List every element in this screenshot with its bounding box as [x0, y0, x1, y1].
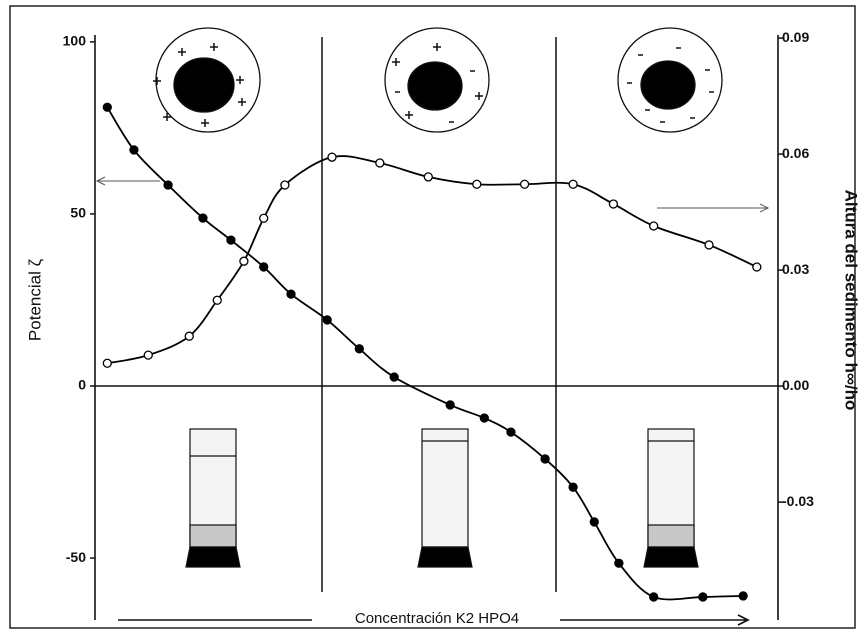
y-axis-label: Potencial ζ: [25, 258, 44, 341]
y-tick-label: 50: [70, 205, 86, 221]
data-point: [103, 103, 111, 111]
data-point: [260, 214, 268, 222]
data-point: [507, 428, 515, 436]
data-point: [355, 345, 363, 353]
data-point: [424, 173, 432, 181]
data-point: [164, 181, 172, 189]
data-point: [609, 200, 617, 208]
data-point: [213, 296, 221, 304]
data-point: [323, 316, 331, 324]
data-point: [130, 146, 138, 154]
data-point: [376, 159, 384, 167]
data-point: [480, 414, 488, 422]
y2-tick-label: 0.09: [782, 29, 809, 45]
data-point: [260, 263, 268, 271]
data-point: [144, 351, 152, 359]
data-point: [521, 180, 529, 188]
data-point: [281, 181, 289, 189]
data-point: [328, 153, 336, 161]
chart: Concentración K2 HPO4 Potencial ζ Altura…: [0, 0, 865, 633]
data-point: [287, 290, 295, 298]
data-point: [705, 241, 713, 249]
x-axis-label: Concentración K2 HPO4: [355, 610, 519, 627]
data-point: [739, 592, 747, 600]
series-line: [107, 156, 757, 363]
data-point: [590, 518, 598, 526]
y2-axis-label: Altura del sedimento h∞/ho: [842, 190, 861, 411]
data-point: [103, 359, 111, 367]
data-point: [650, 593, 658, 601]
data-point: [699, 593, 707, 601]
data-point: [541, 455, 549, 463]
y-tick-label: 100: [63, 33, 87, 49]
data-point: [446, 401, 454, 409]
data-point: [240, 257, 248, 265]
y2-tick-label: 0.06: [782, 145, 809, 161]
data-point: [199, 214, 207, 222]
data-point: [753, 263, 761, 271]
y2-tick-label: 0.00: [782, 377, 809, 393]
data-point: [473, 180, 481, 188]
tubes: [186, 429, 698, 567]
data-point: [569, 180, 577, 188]
data-point: [569, 483, 577, 491]
y-tick-label: -50: [66, 549, 86, 565]
y2-tick-label: -0.03: [782, 493, 814, 509]
data-point: [390, 373, 398, 381]
data-point: [615, 559, 623, 567]
y-tick-label: 0: [78, 377, 86, 393]
data-point: [227, 236, 235, 244]
data-point: [650, 222, 658, 230]
particles: [153, 28, 722, 132]
y2-tick-label: 0.03: [782, 261, 809, 277]
data-point: [185, 332, 193, 340]
